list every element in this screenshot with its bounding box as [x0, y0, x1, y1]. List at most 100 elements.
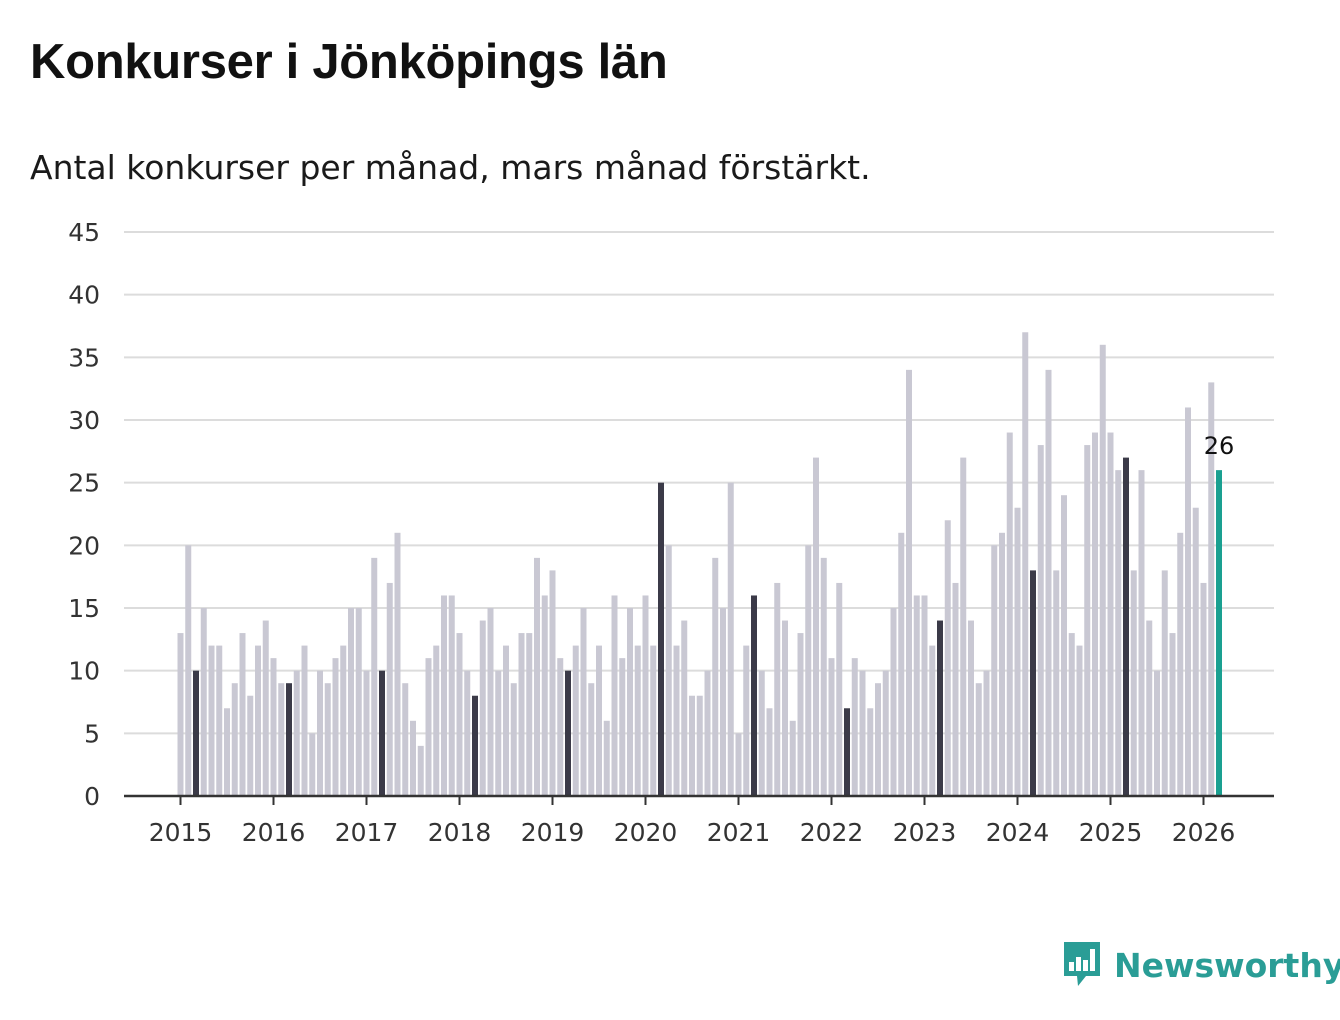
- bar: [758, 670, 765, 796]
- bar: [650, 645, 657, 796]
- bar: [441, 595, 447, 796]
- y-tick-label: 45: [68, 218, 100, 247]
- bar: [348, 608, 354, 796]
- bar: [797, 633, 804, 796]
- bar: [386, 582, 393, 796]
- bar: [541, 595, 548, 796]
- bar: [1216, 470, 1222, 796]
- bar: [1146, 620, 1153, 796]
- x-tick-label: 2023: [893, 818, 957, 847]
- bar: [1092, 432, 1098, 796]
- bar: [1185, 407, 1191, 796]
- bar: [968, 620, 974, 796]
- bar: [526, 633, 533, 796]
- bar: [727, 482, 734, 796]
- bar-chart-speech-bubble-icon: [1064, 942, 1100, 986]
- bar: [1053, 570, 1060, 796]
- bar: [371, 557, 378, 796]
- x-tick-label: 2025: [1079, 818, 1143, 847]
- bar: [1138, 470, 1145, 796]
- bar: [332, 658, 339, 796]
- bar: [340, 645, 347, 796]
- bar: [851, 658, 858, 796]
- chart-title: Konkurser i Jönköpings län: [30, 35, 668, 89]
- bar: [890, 608, 897, 796]
- bar: [1099, 344, 1106, 796]
- bar: [534, 557, 540, 796]
- bar: [1208, 382, 1215, 796]
- bar: [882, 670, 889, 796]
- bar: [596, 645, 602, 796]
- bar: [286, 683, 292, 796]
- bar: [712, 557, 719, 796]
- bar: [1115, 470, 1122, 796]
- bar: [503, 645, 509, 796]
- bar: [355, 608, 362, 796]
- bar: [224, 708, 230, 796]
- bar: [1037, 445, 1044, 796]
- bar: [921, 595, 928, 796]
- bar: [1107, 432, 1114, 796]
- bar: [1192, 507, 1199, 796]
- bar: [774, 582, 781, 796]
- bar: [766, 708, 773, 796]
- bar: [898, 532, 905, 796]
- bar: [472, 695, 478, 796]
- bar: [1154, 670, 1160, 796]
- bar: [867, 708, 874, 796]
- bar: [262, 620, 269, 796]
- bar: [309, 733, 316, 796]
- bar: [720, 608, 726, 796]
- bar: [952, 582, 959, 796]
- bar: [185, 545, 192, 796]
- bar: [1177, 532, 1184, 796]
- bar: [433, 645, 440, 796]
- x-tick-label: 2021: [707, 818, 771, 847]
- bar: [580, 608, 587, 796]
- y-tick-label: 30: [68, 406, 100, 435]
- bar: [208, 645, 215, 796]
- bar: [689, 695, 695, 796]
- bar: [1130, 570, 1137, 796]
- bar: [634, 645, 641, 796]
- bar: [1022, 332, 1029, 796]
- x-tick-label: 2018: [428, 818, 492, 847]
- bar: [200, 608, 207, 796]
- bar: [270, 658, 277, 796]
- bar: [611, 595, 618, 796]
- bar: [557, 658, 564, 796]
- bar: [875, 683, 881, 796]
- bar: [1006, 432, 1013, 796]
- bar: [642, 595, 649, 796]
- bar: [588, 683, 595, 796]
- bar: [216, 645, 223, 796]
- bar: [906, 369, 912, 796]
- bar: [1030, 570, 1036, 796]
- bar: [510, 683, 517, 796]
- bar: [828, 658, 835, 796]
- bar: [402, 683, 409, 796]
- bar: [975, 683, 982, 796]
- bar: [363, 670, 370, 796]
- bar: [1045, 369, 1052, 796]
- bar: [913, 595, 920, 796]
- bar: [324, 683, 331, 796]
- bar: [836, 582, 843, 796]
- bar: [1061, 495, 1067, 796]
- bar: [247, 695, 254, 796]
- bar: [820, 557, 827, 796]
- brand-name: Newsworthy: [1114, 945, 1340, 985]
- bar: [944, 520, 951, 796]
- x-tick-label: 2020: [614, 818, 678, 847]
- bar: [1169, 633, 1176, 796]
- chart-subtitle: Antal konkurser per månad, mars månad fö…: [30, 148, 871, 187]
- bar: [1161, 570, 1168, 796]
- bar: [565, 670, 571, 796]
- y-tick-label: 25: [68, 469, 100, 498]
- bar: [751, 595, 757, 796]
- bar: [549, 570, 556, 796]
- bar: [673, 645, 680, 796]
- bar: [464, 670, 471, 796]
- bar: [572, 645, 579, 796]
- latest-value-label: 26: [1204, 432, 1235, 460]
